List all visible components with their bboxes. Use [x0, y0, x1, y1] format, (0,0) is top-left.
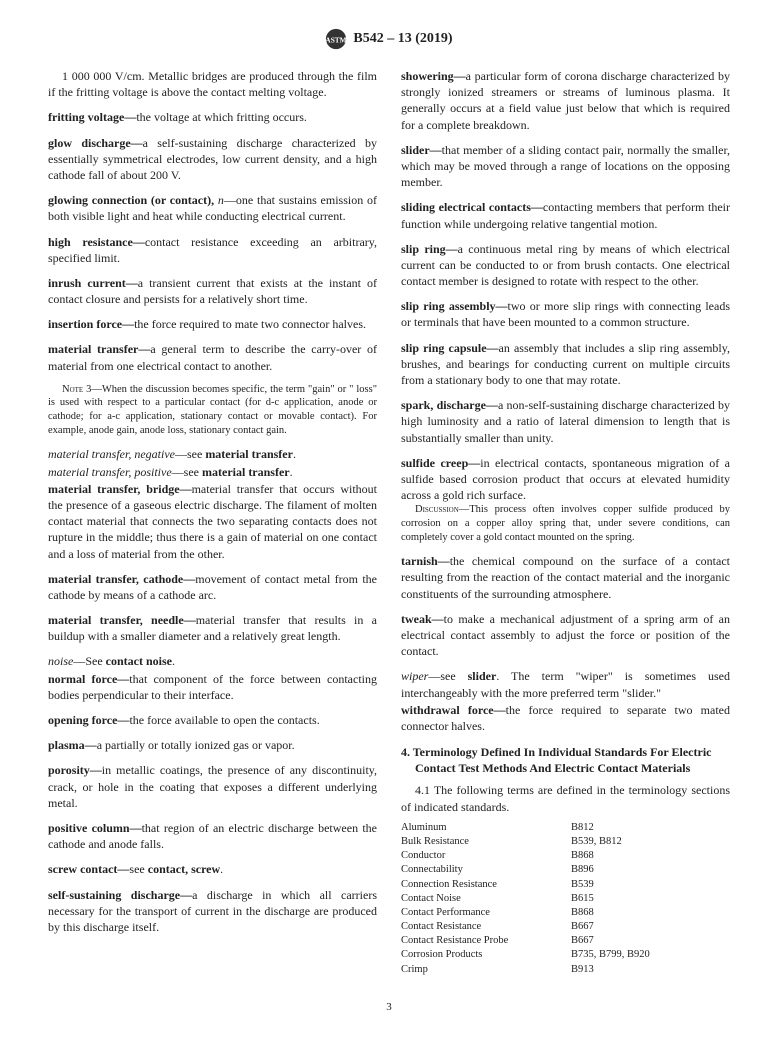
def-tweak: tweak—to make a mechanical adjustment of…	[401, 611, 730, 660]
table-row: Contact PerformanceB868	[401, 906, 660, 920]
def-opening-force: opening force—the force available to ope…	[48, 712, 377, 728]
term-cell: Bulk Resistance	[401, 835, 571, 849]
standard-cell: B913	[571, 963, 660, 977]
term-cell: Contact Noise	[401, 892, 571, 906]
table-row: ConnectabilityB896	[401, 863, 660, 877]
def-positive-column: positive column—that region of an electr…	[48, 820, 377, 852]
note-3: Note 3—When the discussion becomes speci…	[48, 383, 377, 438]
standard-cell: B539, B812	[571, 835, 660, 849]
def-screw-contact: screw contact—see contact, screw.	[48, 861, 377, 877]
term-cell: Aluminum	[401, 821, 571, 835]
table-row: Contact ResistanceB667	[401, 920, 660, 934]
def-self-sustaining-discharge: self-sustaining discharge—a discharge in…	[48, 887, 377, 936]
term-cell: Contact Resistance Probe	[401, 934, 571, 948]
table-row: Corrosion ProductsB735, B799, B920	[401, 948, 660, 962]
def-wiper: wiper—see slider. The term "wiper" is so…	[401, 668, 730, 700]
def-tarnish: tarnish—the chemical compound on the sur…	[401, 553, 730, 602]
def-spark-discharge: spark, discharge—a non-self-sustaining d…	[401, 397, 730, 446]
page: ASTM B542 – 13 (2019) 1 000 000 V/cm. Me…	[0, 0, 778, 1053]
def-high-resistance: high resistance—contact resistance excee…	[48, 234, 377, 266]
def-material-transfer-needle: material transfer, needle—material trans…	[48, 612, 377, 644]
svg-text:ASTM: ASTM	[326, 36, 347, 45]
term-cell: Contact Resistance	[401, 920, 571, 934]
def-slip-ring: slip ring—a continuous metal ring by mea…	[401, 241, 730, 290]
term-cell: Conductor	[401, 849, 571, 863]
def-fritting-voltage: fritting voltage—the voltage at which fr…	[48, 109, 377, 125]
page-header: ASTM B542 – 13 (2019)	[48, 28, 730, 50]
def-slider: slider—that member of a sliding contact …	[401, 142, 730, 191]
def-material-transfer-cathode: material transfer, cathode—movement of c…	[48, 571, 377, 603]
term-cell: Crimp	[401, 963, 571, 977]
standard-cell: B868	[571, 906, 660, 920]
def-glowing-connection: glowing connection (or contact), n—one t…	[48, 192, 377, 224]
def-material-transfer-negative: material transfer, negative—see material…	[48, 446, 377, 462]
standards-table: AluminumB812Bulk ResistanceB539, B812Con…	[401, 821, 660, 977]
def-slip-ring-capsule: slip ring capsule—an assembly that inclu…	[401, 340, 730, 389]
table-row: AluminumB812	[401, 821, 660, 835]
def-withdrawal-force: withdrawal force—the force required to s…	[401, 702, 730, 734]
term-cell: Contact Performance	[401, 906, 571, 920]
term-cell: Connectability	[401, 863, 571, 877]
standard-cell: B735, B799, B920	[571, 948, 660, 962]
def-slip-ring-assembly: slip ring assembly—two or more slip ring…	[401, 298, 730, 330]
table-row: CrimpB913	[401, 963, 660, 977]
standard-cell: B896	[571, 863, 660, 877]
standard-number: B542 – 13 (2019)	[353, 31, 452, 47]
term-cell: Corrosion Products	[401, 948, 571, 962]
section-4-heading: 4. Terminology Defined In Individual Sta…	[415, 744, 730, 776]
body-columns: 1 000 000 V/cm. Metallic bridges are pro…	[48, 68, 730, 977]
def-glow-discharge: glow discharge—a self-sustaining dischar…	[48, 135, 377, 184]
right-column: showering—a particular form of corona di…	[401, 68, 730, 977]
left-column: 1 000 000 V/cm. Metallic bridges are pro…	[48, 68, 377, 977]
standard-cell: B615	[571, 892, 660, 906]
def-normal-force: normal force—that component of the force…	[48, 671, 377, 703]
continuation-text: 1 000 000 V/cm. Metallic bridges are pro…	[48, 68, 377, 100]
standard-cell: B667	[571, 934, 660, 948]
table-row: Bulk ResistanceB539, B812	[401, 835, 660, 849]
def-insertion-force: insertion force—the force required to ma…	[48, 316, 377, 332]
def-sliding-electrical-contacts: sliding electrical contacts—contacting m…	[401, 199, 730, 231]
def-noise: noise—See contact noise.	[48, 653, 377, 669]
table-row: Connection ResistanceB539	[401, 878, 660, 892]
table-row: Contact Resistance ProbeB667	[401, 934, 660, 948]
def-porosity: porosity—in metallic coatings, the prese…	[48, 762, 377, 811]
page-number: 3	[48, 1001, 730, 1013]
astm-logo: ASTM	[325, 28, 347, 50]
term-cell: Connection Resistance	[401, 878, 571, 892]
def-material-transfer-bridge: material transfer, bridge—material trans…	[48, 481, 377, 562]
def-material-transfer-positive: material transfer, positive—see material…	[48, 464, 377, 480]
para-4-1: 4.1 The following terms are defined in t…	[401, 782, 730, 814]
def-sulfide-creep: sulfide creep—in electrical contacts, sp…	[401, 455, 730, 504]
standard-cell: B812	[571, 821, 660, 835]
def-inrush-current: inrush current—a transient current that …	[48, 275, 377, 307]
discussion-sulfide-creep: Discussion—This process often involves c…	[401, 503, 730, 544]
table-row: ConductorB868	[401, 849, 660, 863]
standard-cell: B667	[571, 920, 660, 934]
def-material-transfer: material transfer—a general term to desc…	[48, 341, 377, 373]
def-showering: showering—a particular form of corona di…	[401, 68, 730, 133]
standard-cell: B868	[571, 849, 660, 863]
standard-cell: B539	[571, 878, 660, 892]
table-row: Contact NoiseB615	[401, 892, 660, 906]
def-plasma: plasma—a partially or totally ionized ga…	[48, 737, 377, 753]
